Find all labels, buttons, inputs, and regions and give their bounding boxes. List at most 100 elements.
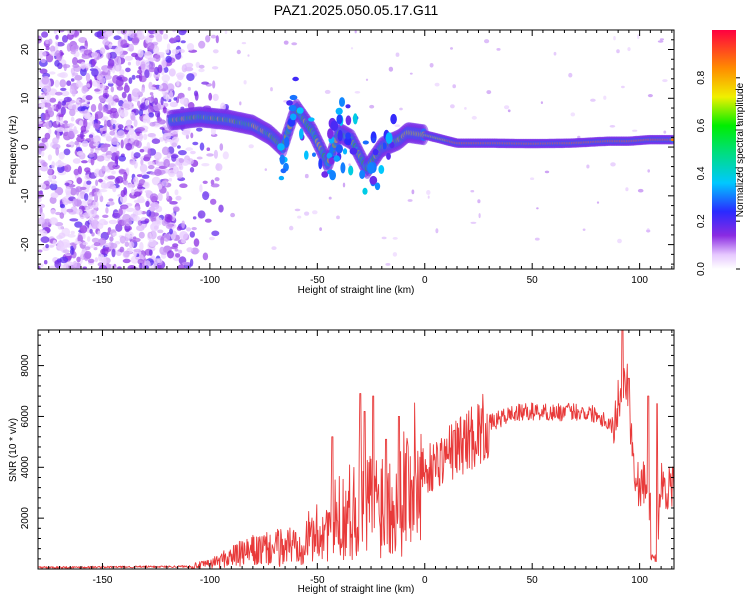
noise-cell [137,100,141,107]
noise-cell [133,119,138,127]
track-fragment [372,148,379,156]
noise-cell [57,242,63,250]
noise-cell [161,251,168,256]
track-fragment [349,147,358,155]
noise-cell [72,260,78,268]
noise-cell [172,206,180,213]
noise-cell [59,256,69,264]
noise-cell [116,142,120,149]
noise-cell [52,137,59,145]
noise-cell [289,225,294,231]
noise-cell [144,69,150,79]
noise-cell [247,54,250,57]
noise-cell [87,236,91,242]
noise-cell [84,246,91,251]
noise-cell [55,34,59,40]
noise-cell [63,96,72,103]
colorbar-tick-label: 0.2 [696,214,707,228]
noise-cell [149,122,156,127]
noise-cell [179,183,188,188]
noise-cell [114,155,119,165]
noise-cell [336,215,340,220]
noise-cell [45,46,50,51]
noise-cell [202,191,210,201]
noise-cell [40,58,46,64]
noise-cell [121,91,127,99]
noise-cell [69,248,74,255]
noise-cell [131,36,140,46]
track-fragment [277,143,285,151]
noise-cell [206,147,211,151]
noise-cell [165,223,173,230]
x-tick-label: 100 [631,275,648,286]
noise-cell [81,140,89,147]
noise-cell [55,147,60,156]
noise-cell [426,190,431,195]
noise-cell [369,104,375,109]
track-fragment [312,152,316,157]
noise-cell [163,66,169,73]
noise-cell [647,94,653,98]
snr-frame [37,329,675,570]
noise-cell [73,168,80,176]
noise-cell [105,207,109,214]
noise-cell [582,228,586,231]
noise-cell [392,237,398,240]
noise-cell [85,63,92,69]
noise-cell [112,232,117,237]
noise-cell [354,30,357,34]
noise-cell [79,110,88,114]
noise-cell [107,175,116,180]
noise-cell [112,185,117,193]
noise-cell [553,51,557,56]
noise-cell [319,227,322,232]
noise-cell [63,148,71,156]
noise-cell [140,220,149,224]
chart-title: PAZ1.2025.050.05.17.G11 [274,2,439,18]
noise-cell [117,266,122,269]
noise-cell [178,158,185,163]
noise-cell [211,230,220,237]
noise-cell [160,30,164,35]
noise-cell [395,52,400,57]
noise-cell [478,213,481,219]
noise-cell [113,145,118,151]
noise-cell [637,188,644,193]
noise-cell [161,180,169,187]
noise-cell [208,236,215,241]
noise-cell [106,231,111,235]
noise-cell [102,131,106,134]
noise-cell [122,101,131,110]
noise-cell [134,215,140,222]
noise-cell [49,45,56,53]
noise-cell [146,209,152,217]
noise-cell [212,80,216,89]
noise-cell [388,66,394,72]
noise-cell [294,208,301,212]
noise-cell [45,121,52,130]
noise-cell [72,158,81,164]
noise-cell [135,75,141,79]
noise-cell [122,250,130,259]
noise-cell [142,119,147,124]
noise-cell [176,72,185,78]
x-tick-label: 50 [527,575,539,586]
noise-cell [40,236,50,244]
noise-cell [122,213,131,223]
noise-cell [45,244,49,249]
noise-cell [168,177,173,182]
noise-cell [133,152,141,159]
noise-cell [271,246,277,251]
noise-cell [171,136,180,143]
noise-cell [114,241,121,245]
noise-cell [47,106,53,113]
colorbar: 0.0 0.2 0.4 0.6 0.8 Normalized spectral ampl… [696,30,746,276]
noise-cell [190,150,196,155]
noise-cell [72,198,78,207]
noise-cell [131,88,141,98]
noise-cell [85,72,91,82]
noise-cell [283,40,289,45]
track-fragment [284,136,290,148]
noise-cell [90,104,97,112]
noise-cell [98,252,103,262]
